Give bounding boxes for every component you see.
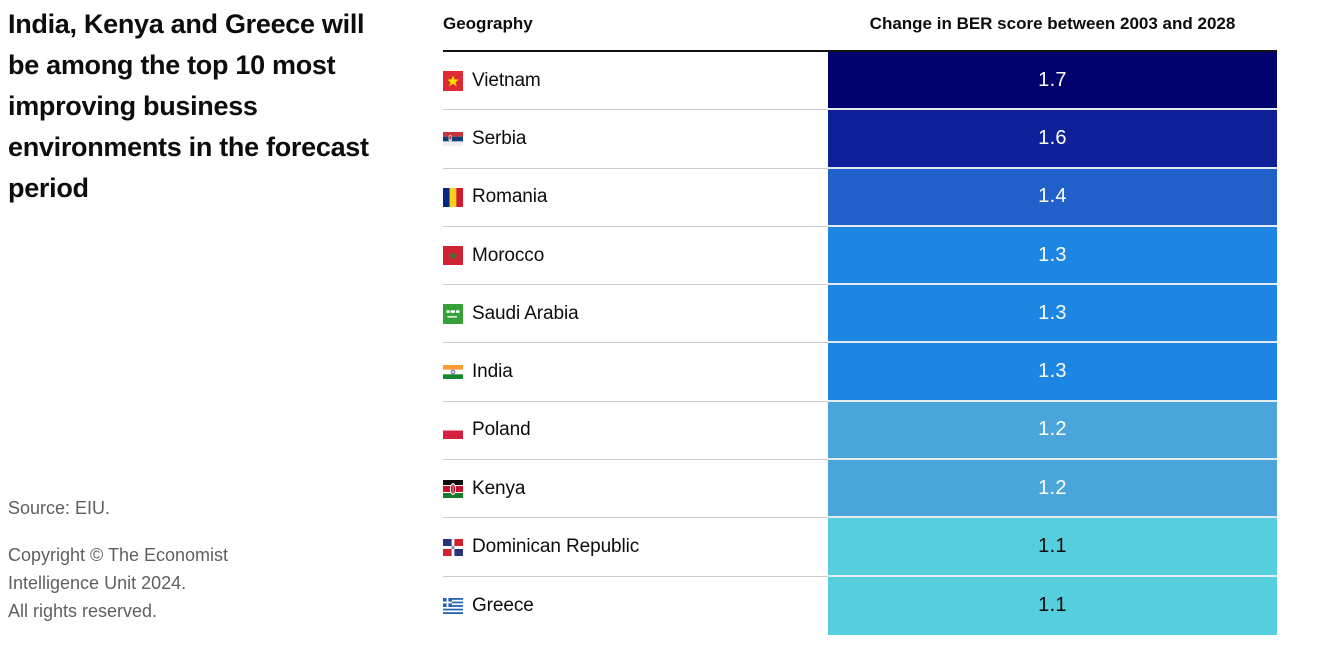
score-value: 1.2 [1038,476,1067,499]
score-value: 1.1 [1038,594,1067,617]
romania-flag-icon [443,187,463,207]
geography-cell: Romania [443,168,828,227]
score-cell: 1.2 [828,401,1277,461]
country-label: Poland [472,419,531,441]
table-row-greece: Greece 1.1 [443,576,1277,635]
country-label: Dominican Republic [472,536,640,558]
copyright-note: Copyright © The Economist Intelligence U… [8,545,229,621]
table-row-romania: Romania 1.4 [443,168,1277,227]
country-label: Vietnam [472,69,541,91]
score-cell: 1.6 [828,110,1277,169]
score-cell: 1.1 [828,576,1277,635]
table-body: Vietnam 1.7 Serbia 1.6 Romania 1.4 Moroc… [443,52,1277,635]
table-row-morocco: Morocco 1.3 [443,226,1277,286]
country-label: Romania [472,186,548,208]
country-label: Kenya [472,477,526,499]
geography-cell: Kenya [443,460,828,519]
country-label: India [472,361,513,383]
india-flag-icon [443,365,463,380]
header-rule [443,50,1277,52]
table-row-kenya: Kenya 1.2 [443,460,1277,519]
country-label: Saudi Arabia [472,302,579,324]
geography-cell: Poland [443,401,828,461]
greece-flag-icon [443,597,463,614]
kenya-flag-icon [443,479,463,498]
score-value: 1.2 [1038,418,1067,441]
score-cell: 1.3 [828,285,1277,344]
score-cell: 1.3 [828,343,1277,402]
table-row-dominican-republic: Dominican Republic 1.1 [443,518,1277,577]
left-panel: India, Kenya and Greece will be among th… [8,4,380,209]
country-label: Greece [472,594,534,616]
column-header-geography: Geography [443,14,533,33]
country-label: Morocco [472,244,545,266]
table-row-poland: Poland 1.2 [443,401,1277,461]
table-row-saudi-arabia: Saudi Arabia 1.3 [443,285,1277,344]
table-row-india: India 1.3 [443,343,1277,402]
score-value: 1.3 [1038,360,1067,383]
ber-score-table: Geography Change in BER score between 20… [443,0,1277,635]
score-cell: 1.4 [828,168,1277,227]
chart-title: India, Kenya and Greece will be among th… [8,9,369,203]
saudi-arabia-flag-icon [443,303,463,324]
geography-cell: India [443,343,828,402]
vietnam-flag-icon [443,70,463,91]
score-value: 1.7 [1038,68,1067,91]
score-cell: 1.7 [828,52,1277,111]
poland-flag-icon [443,421,463,439]
geography-cell: Vietnam [443,52,828,111]
score-cell: 1.3 [828,226,1277,286]
dominican-republic-flag-icon [443,538,463,556]
score-value: 1.6 [1038,126,1067,149]
country-label: Serbia [472,127,527,149]
geography-cell: Saudi Arabia [443,285,828,344]
table-header-row: Geography Change in BER score between 20… [443,0,1277,50]
score-value: 1.4 [1038,185,1067,208]
score-value: 1.3 [1038,301,1067,324]
score-cell: 1.2 [828,460,1277,519]
source-note: Source: EIU. [8,498,111,518]
table-row-serbia: Serbia 1.6 [443,110,1277,169]
geography-cell: Serbia [443,110,828,169]
score-cell: 1.1 [828,518,1277,577]
column-header-change-in-ber: Change in BER score between 2003 and 202… [869,14,1236,33]
geography-cell: Morocco [443,226,828,286]
geography-cell: Dominican Republic [443,518,828,577]
table-row-vietnam: Vietnam 1.7 [443,52,1277,111]
geography-cell: Greece [443,576,828,635]
score-value: 1.1 [1038,535,1067,558]
morocco-flag-icon [443,246,463,266]
serbia-flag-icon [443,131,463,146]
score-value: 1.3 [1038,243,1067,266]
